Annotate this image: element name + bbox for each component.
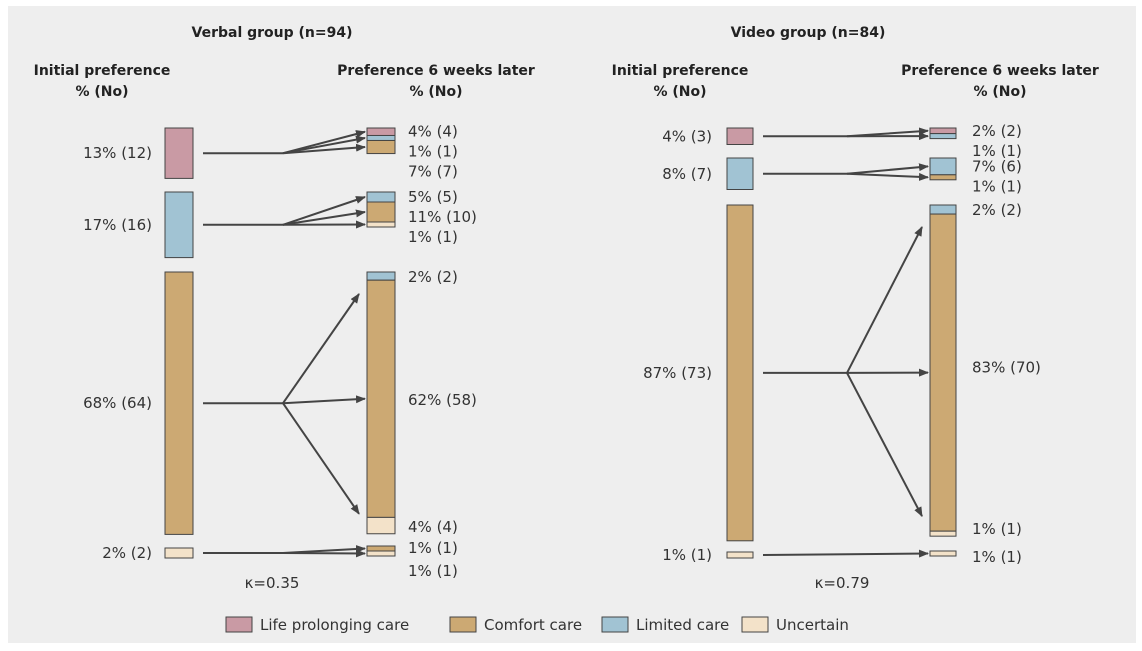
video-kappa: κ=0.79 — [815, 574, 870, 592]
video-later-label-life-prolonging-care-to-life-prolonging-care: 2% (2) — [972, 122, 1022, 140]
verbal-arrow-limited-care-to-comfort-care — [282, 209, 366, 226]
verbal-arrow-comfort-care-to-limited-care — [282, 293, 360, 404]
verbal-initial-label-life-prolonging-care: 13% (12) — [83, 144, 152, 162]
video-arrow-limited-care-to-limited-care — [846, 163, 929, 175]
verbal-later-label-life-prolonging-care-to-limited-care: 1% (1) — [408, 143, 458, 161]
video-later-bar-life-prolonging-care-to-life-prolonging-care — [929, 127, 957, 135]
video-later-bar-comfort-care-to-uncertain — [929, 530, 957, 537]
verbal-arrow-life-prolonging-care-to-comfort-care — [282, 143, 366, 155]
verbal-later-bar-uncertain-to-comfort-care — [366, 545, 396, 552]
verbal-initial-bar-comfort-care — [164, 271, 194, 535]
verbal-initial-bar-life-prolonging-care — [164, 127, 194, 179]
verbal-later-label-comfort-care-to-comfort-care: 62% (58) — [408, 391, 477, 409]
video-arrow-comfort-care-to-limited-care — [846, 226, 923, 374]
video-arrow-uncertain — [762, 549, 929, 558]
verbal-later-bar-limited-care-to-uncertain — [366, 221, 396, 228]
video-later-label-limited-care-to-limited-care: 7% (6) — [972, 157, 1022, 175]
legend: Life prolonging care Comfort care Limite… — [225, 616, 849, 634]
verbal-initial-label-limited-care: 17% (16) — [83, 216, 152, 234]
verbal-later-title: Preference 6 weeks later — [337, 63, 535, 79]
video-group-title: Video group (n=84) — [731, 25, 886, 41]
legend-swatch-uncertain — [741, 616, 769, 633]
verbal-later-bar-limited-care-to-comfort-care — [366, 201, 396, 223]
verbal-later-bar-life-prolonging-care-to-limited-care — [366, 134, 396, 141]
video-later-title: Preference 6 weeks later — [901, 63, 1099, 79]
video-later-bar-uncertain-to-uncertain — [929, 550, 957, 557]
legend-label-uncertain: Uncertain — [776, 616, 849, 634]
legend-label-life-prolonging: Life prolonging care — [260, 616, 409, 634]
video-later-label-comfort-care-to-uncertain: 1% (1) — [972, 520, 1022, 538]
legend-label-comfort: Comfort care — [484, 616, 582, 634]
verbal-arrow-uncertain-to-uncertain — [282, 549, 366, 558]
video-initial-title: Initial preference — [612, 63, 749, 79]
video-later-label-limited-care-to-comfort-care: 1% (1) — [972, 177, 1022, 195]
verbal-later-bar-comfort-care-to-uncertain — [366, 516, 396, 535]
video-later-label-comfort-care-to-comfort-care: 83% (70) — [972, 359, 1041, 377]
video-initial-label-uncertain: 1% (1) — [662, 546, 712, 564]
video-later-bar-comfort-care-to-comfort-care — [929, 213, 957, 532]
verbal-later-label-life-prolonging-care-to-life-prolonging-care: 4% (4) — [408, 123, 458, 141]
verbal-later-bar-comfort-care-to-limited-care — [366, 271, 396, 281]
video-later-label-uncertain-to-uncertain: 1% (1) — [972, 548, 1022, 566]
verbal-arrow-comfort-care-to-comfort-care — [282, 395, 366, 405]
verbal-later-label-limited-care-to-limited-care: 5% (5) — [408, 188, 458, 206]
legend-swatch-life-prolonging — [225, 616, 253, 633]
verbal-arrow-comfort-care-to-uncertain — [282, 402, 360, 515]
video-initial-subtitle: % (No) — [653, 84, 706, 100]
video-later-bar-comfort-care-to-limited-care — [929, 204, 957, 215]
verbal-later-label-comfort-care-to-limited-care: 2% (2) — [408, 268, 458, 286]
verbal-later-label-limited-care-to-comfort-care: 11% (10) — [408, 208, 477, 226]
video-later-bar-limited-care-to-comfort-care — [929, 174, 957, 181]
video-initial-label-life-prolonging-care: 4% (3) — [662, 127, 712, 145]
verbal-later-bar-limited-care-to-limited-care — [366, 191, 396, 203]
verbal-later-bar-life-prolonging-care-to-life-prolonging-care — [366, 127, 396, 136]
verbal-kappa: κ=0.35 — [245, 574, 300, 592]
verbal-initial-label-comfort-care: 68% (64) — [83, 394, 152, 412]
video-initial-bar-comfort-care — [726, 204, 754, 542]
legend-swatch-comfort — [449, 616, 477, 633]
video-initial-bar-life-prolonging-care — [726, 127, 754, 145]
video-initial-label-comfort-care: 87% (73) — [643, 364, 712, 382]
verbal-later-bar-uncertain-to-uncertain — [366, 550, 396, 557]
verbal-later-label-uncertain-to-comfort-care: 1% (1) — [408, 539, 458, 557]
video-later-label-comfort-care-to-limited-care: 2% (2) — [972, 201, 1022, 219]
verbal-arrow-life-prolonging-care-to-life-prolonging-care — [282, 130, 366, 155]
video-initial-label-limited-care: 8% (7) — [662, 165, 712, 183]
verbal-initial-subtitle: % (No) — [75, 84, 128, 100]
verbal-later-bar-comfort-care-to-comfort-care — [366, 279, 396, 518]
verbal-arrow-life-prolonging-care-to-limited-care — [282, 135, 366, 155]
video-initial-bar-uncertain — [726, 551, 754, 559]
verbal-later-label-uncertain-to-uncertain: 1% (1) — [408, 562, 458, 580]
verbal-later-label-life-prolonging-care-to-comfort-care: 7% (7) — [408, 163, 458, 181]
verbal-initial-label-uncertain: 2% (2) — [102, 544, 152, 562]
video-later-label-life-prolonging-care-to-limited-care: 1% (1) — [972, 142, 1022, 160]
video-arrow-comfort-care-to-uncertain — [846, 372, 923, 518]
verbal-later-label-limited-care-to-uncertain: 1% (1) — [408, 228, 458, 246]
verbal-initial-bar-limited-care — [164, 191, 194, 259]
video-arrow-limited-care-to-comfort-care — [846, 172, 929, 181]
verbal-later-label-comfort-care-to-uncertain: 4% (4) — [408, 518, 458, 536]
verbal-group-title: Verbal group (n=94) — [192, 25, 353, 41]
verbal-initial-title: Initial preference — [34, 63, 171, 79]
verbal-later-bar-life-prolonging-care-to-comfort-care — [366, 139, 396, 155]
legend-label-limited: Limited care — [636, 616, 729, 634]
video-later-bar-life-prolonging-care-to-limited-care — [929, 133, 957, 140]
verbal-later-subtitle: % (No) — [409, 84, 462, 100]
verbal-arrow-limited-care-to-limited-care — [282, 196, 366, 226]
verbal-initial-bar-uncertain — [164, 547, 194, 559]
video-later-subtitle: % (No) — [973, 84, 1026, 100]
video-initial-bar-limited-care — [726, 157, 754, 190]
legend-swatch-limited — [601, 616, 629, 633]
video-later-bar-limited-care-to-limited-care — [929, 157, 957, 176]
